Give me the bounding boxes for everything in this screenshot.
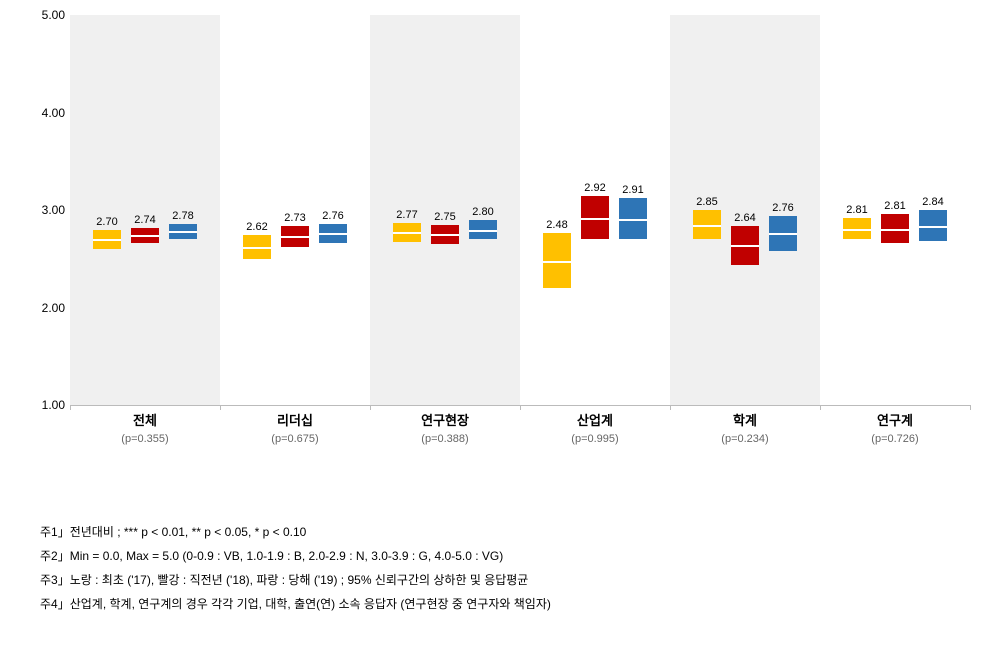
value-label: 2.48 xyxy=(546,219,567,231)
ci-box xyxy=(169,224,197,240)
mean-line xyxy=(843,229,871,231)
mean-line xyxy=(619,219,647,221)
x-tick xyxy=(220,405,221,410)
ci-box xyxy=(843,218,871,239)
category-name: 전체 xyxy=(121,410,168,429)
mean-line xyxy=(431,234,459,236)
value-label: 2.84 xyxy=(922,196,943,208)
x-tick xyxy=(670,405,671,410)
mean-line xyxy=(169,231,197,233)
mean-line xyxy=(243,247,271,249)
p-value-label: (p=0.726) xyxy=(871,433,918,445)
x-tick xyxy=(520,405,521,410)
x-label-group: 연구계 (p=0.726) xyxy=(871,410,918,445)
value-label: 2.85 xyxy=(696,196,717,208)
plot-area: 2.70 2.74 2.78 2.62 2.73 2.76 2.77 2.75 2.80 2.48… xyxy=(70,15,970,405)
x-label-group: 산업계 (p=0.995) xyxy=(571,410,618,445)
mean-line xyxy=(319,233,347,235)
mean-line xyxy=(581,218,609,220)
p-value-label: (p=0.675) xyxy=(271,433,318,445)
mean-line xyxy=(693,225,721,227)
mean-line xyxy=(731,245,759,247)
x-tick xyxy=(820,405,821,410)
ci-box xyxy=(243,235,271,258)
mean-line xyxy=(93,239,121,241)
y-axis: 1.00 2.00 3.00 4.00 5.00 xyxy=(30,10,70,410)
value-label: 2.62 xyxy=(246,221,267,233)
value-label: 2.77 xyxy=(396,209,417,221)
value-label: 2.80 xyxy=(472,206,493,218)
p-value-label: (p=0.995) xyxy=(571,433,618,445)
mean-line xyxy=(881,229,909,231)
ci-box xyxy=(93,230,121,250)
ci-box xyxy=(131,228,159,244)
footnote-line: 주1」전년대비 ; *** p < 0.01, ** p < 0.05, * p… xyxy=(40,520,551,544)
footnote-line: 주4」산업계, 학계, 연구계의 경우 각각 기업, 대학, 출연(연) 소속 … xyxy=(40,592,551,616)
value-label: 2.73 xyxy=(284,212,305,224)
value-label: 2.81 xyxy=(846,204,867,216)
p-value-label: (p=0.388) xyxy=(421,433,469,445)
value-label: 2.76 xyxy=(772,202,793,214)
x-tick xyxy=(970,405,971,410)
mean-line xyxy=(919,226,947,228)
footnote-line: 주3」노랑 : 최초 ('17), 빨강 : 직전년 ('18), 파랑 : 당… xyxy=(40,568,551,592)
value-label: 2.64 xyxy=(734,212,755,224)
value-label: 2.70 xyxy=(96,216,117,228)
value-label: 2.75 xyxy=(434,211,455,223)
y-tick-label: 4.00 xyxy=(42,106,65,120)
ci-box xyxy=(581,196,609,239)
mean-line xyxy=(469,230,497,232)
value-label: 2.91 xyxy=(622,184,643,196)
ci-box xyxy=(469,220,497,240)
mean-line xyxy=(281,236,309,238)
ci-box xyxy=(393,223,421,243)
value-label: 2.78 xyxy=(172,210,193,222)
mean-line xyxy=(131,235,159,237)
ci-box xyxy=(919,210,947,241)
mean-line xyxy=(543,261,571,263)
p-value-label: (p=0.355) xyxy=(121,433,168,445)
value-label: 2.81 xyxy=(884,200,905,212)
ci-box xyxy=(769,216,797,251)
category-name: 리더십 xyxy=(271,410,318,429)
mean-line xyxy=(769,233,797,235)
footnotes: 주1」전년대비 ; *** p < 0.01, ** p < 0.05, * p… xyxy=(40,520,551,616)
y-tick-label: 5.00 xyxy=(42,8,65,22)
x-label-group: 학계 (p=0.234) xyxy=(721,410,768,445)
ci-box xyxy=(543,233,571,288)
shaded-band xyxy=(70,15,220,405)
x-label-group: 리더십 (p=0.675) xyxy=(271,410,318,445)
ci-box xyxy=(431,225,459,245)
ci-box xyxy=(619,198,647,239)
ci-box xyxy=(281,226,309,247)
y-tick-label: 2.00 xyxy=(42,301,65,315)
y-tick-label: 3.00 xyxy=(42,203,65,217)
ci-box xyxy=(693,210,721,239)
x-label-group: 전체 (p=0.355) xyxy=(121,410,168,445)
value-label: 2.92 xyxy=(584,182,605,194)
category-name: 학계 xyxy=(721,410,768,429)
ci-box xyxy=(731,226,759,265)
mean-line xyxy=(393,232,421,234)
ci-box xyxy=(881,214,909,243)
value-label: 2.74 xyxy=(134,214,155,226)
chart-container: 1.002.003.004.005.00 2.702.742.782.622.7… xyxy=(30,10,980,450)
p-value-label: (p=0.234) xyxy=(721,433,768,445)
ci-box xyxy=(319,224,347,244)
x-tick xyxy=(70,405,71,410)
category-name: 연구계 xyxy=(871,410,918,429)
value-label: 2.76 xyxy=(322,210,343,222)
y-tick-label: 1.00 xyxy=(42,398,65,412)
x-tick xyxy=(370,405,371,410)
footnote-line: 주2」Min = 0.0, Max = 5.0 (0-0.9 : VB, 1.0… xyxy=(40,544,551,568)
category-name: 산업계 xyxy=(571,410,618,429)
category-name: 연구현장 xyxy=(421,410,469,429)
x-label-group: 연구현장 (p=0.388) xyxy=(421,410,469,445)
